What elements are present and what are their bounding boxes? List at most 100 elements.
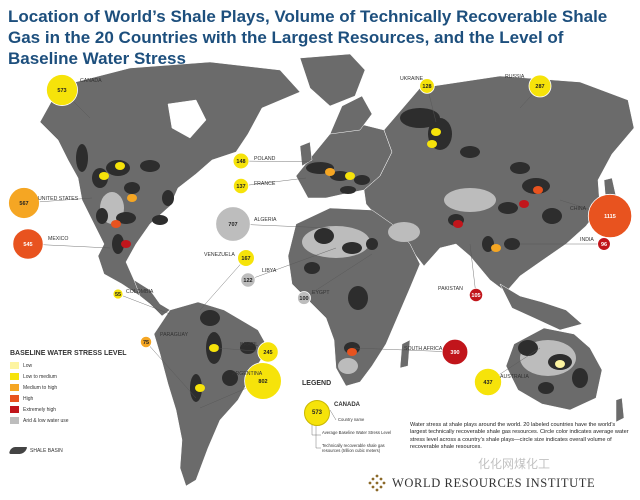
bubble-value: 55 bbox=[115, 292, 121, 298]
country-bubble bbox=[215, 206, 251, 242]
stress-overlay bbox=[111, 220, 121, 228]
stress-legend-swatch bbox=[10, 373, 19, 380]
stress-legend-row: High bbox=[10, 393, 130, 404]
scandinavia-shape bbox=[329, 95, 373, 135]
stress-legend: BASELINE WATER STRESS LEVEL Low Low to me… bbox=[10, 350, 130, 426]
country-label: CHINA bbox=[570, 206, 587, 212]
bubble-value: 287 bbox=[535, 84, 544, 90]
country-label: VENEZUELA bbox=[204, 252, 235, 258]
bubble-value: 137 bbox=[236, 184, 245, 190]
stress-legend-swatch bbox=[10, 362, 19, 369]
shale-basin bbox=[354, 175, 370, 185]
stress-overlay bbox=[427, 140, 437, 148]
shale-basin bbox=[152, 215, 168, 225]
shale-basin bbox=[510, 162, 530, 174]
leader-line bbox=[353, 347, 456, 353]
country-bubble bbox=[474, 368, 502, 396]
shale-basin bbox=[304, 262, 320, 274]
country-label: PARAGUAY bbox=[160, 332, 189, 338]
central-america-shape bbox=[133, 279, 171, 317]
stress-overlay bbox=[519, 200, 529, 208]
stress-legend-row: Low bbox=[10, 360, 130, 371]
stress-overlay bbox=[115, 162, 125, 170]
annotation-country-name: Country name bbox=[338, 417, 365, 422]
bubble-value: 390 bbox=[450, 350, 459, 356]
wri-footer: WORLD RESOURCES INSTITUTE bbox=[368, 472, 638, 494]
shale-basin bbox=[116, 212, 136, 224]
stress-legend-title: BASELINE WATER STRESS LEVEL bbox=[10, 350, 127, 357]
country-label: POLAND bbox=[254, 156, 276, 162]
shale-basin bbox=[240, 342, 256, 354]
shale-basin bbox=[314, 228, 334, 244]
shale-basin bbox=[340, 186, 356, 194]
bubble-value: 128 bbox=[422, 84, 431, 90]
stress-legend-swatch bbox=[10, 395, 19, 402]
country-label: BRAZIL bbox=[240, 342, 258, 348]
bubble-value: 573 bbox=[57, 88, 66, 94]
country-bubble bbox=[528, 74, 552, 98]
shale-basin bbox=[366, 238, 378, 250]
stress-overlay bbox=[209, 344, 219, 352]
bubble-value: 707 bbox=[228, 222, 237, 228]
country-label: ALGERIA bbox=[254, 217, 277, 223]
bubble-value: 75 bbox=[143, 340, 149, 346]
country-label: EYGPT bbox=[312, 290, 330, 296]
country-label: ARGENTINA bbox=[232, 371, 263, 377]
country-bubble bbox=[597, 237, 611, 251]
stress-legend-row: Extremely high bbox=[10, 404, 130, 415]
leader-line bbox=[117, 293, 171, 315]
size-legend-lines bbox=[311, 409, 337, 449]
bubble-value: 802 bbox=[258, 379, 267, 385]
shale-basin bbox=[162, 190, 174, 206]
leader-line bbox=[303, 253, 373, 299]
shale-basin-label: SHALE BASIN bbox=[30, 447, 63, 454]
shale-basin-legend: SHALE BASIN bbox=[8, 447, 63, 454]
madagascar-shape bbox=[399, 339, 411, 369]
shale-basin bbox=[76, 144, 88, 172]
example-bubble: 573 bbox=[304, 400, 330, 426]
stress-legend-row: Low to medium bbox=[10, 371, 130, 382]
shale-basin bbox=[542, 208, 562, 224]
country-label: AUSTRALIA bbox=[500, 374, 529, 380]
country-bubble bbox=[112, 288, 124, 300]
north-america-shape bbox=[39, 61, 301, 297]
hudson-bay-shape bbox=[167, 99, 207, 139]
stress-legend-swatch bbox=[10, 417, 19, 424]
leader-line bbox=[240, 160, 321, 163]
south-america-shape bbox=[153, 301, 269, 487]
caption-note: Water stress at shale plays around the w… bbox=[410, 422, 629, 451]
watermark: 化化网煤化工 bbox=[478, 457, 551, 471]
stress-legend-label: Arid & low water use bbox=[23, 417, 69, 424]
leader-line bbox=[469, 243, 477, 296]
example-country: CANADA bbox=[334, 402, 360, 408]
shale-basin bbox=[342, 242, 362, 254]
bubble-value: 167 bbox=[241, 256, 250, 262]
shale-basin bbox=[538, 382, 554, 394]
shale-basin-swatch bbox=[8, 447, 28, 454]
size-legend-title: LEGEND bbox=[302, 380, 332, 387]
stress-legend-row: Arid & low water use bbox=[10, 415, 130, 426]
stress-legend-swatch bbox=[10, 406, 19, 413]
stress-overlay bbox=[325, 168, 335, 176]
country-label: MEXICO bbox=[48, 236, 68, 242]
country-label: RUSSIA bbox=[505, 74, 525, 80]
shale-basin bbox=[504, 238, 520, 250]
shale-basin bbox=[460, 146, 480, 158]
bubble-value: 567 bbox=[19, 201, 28, 207]
country-label: PAKISTAN bbox=[438, 286, 463, 292]
shale-basin bbox=[348, 286, 368, 310]
country-label: LIBYA bbox=[262, 268, 277, 274]
leader-line bbox=[145, 341, 197, 399]
country-bubble bbox=[419, 78, 435, 94]
uk-shape bbox=[299, 141, 313, 167]
country-label: CANADA bbox=[80, 78, 102, 84]
map-title: Location of World’s Shale Plays, Volume … bbox=[8, 7, 608, 68]
country-label: COLOMBIA bbox=[126, 289, 154, 295]
country-bubble bbox=[8, 187, 40, 219]
shale-basin bbox=[518, 340, 538, 356]
bubble-value: 245 bbox=[263, 350, 272, 356]
new-zealand-shape bbox=[615, 397, 625, 423]
stress-overlay bbox=[99, 172, 109, 180]
country-bubble bbox=[297, 291, 311, 305]
country-bubble bbox=[468, 287, 484, 303]
